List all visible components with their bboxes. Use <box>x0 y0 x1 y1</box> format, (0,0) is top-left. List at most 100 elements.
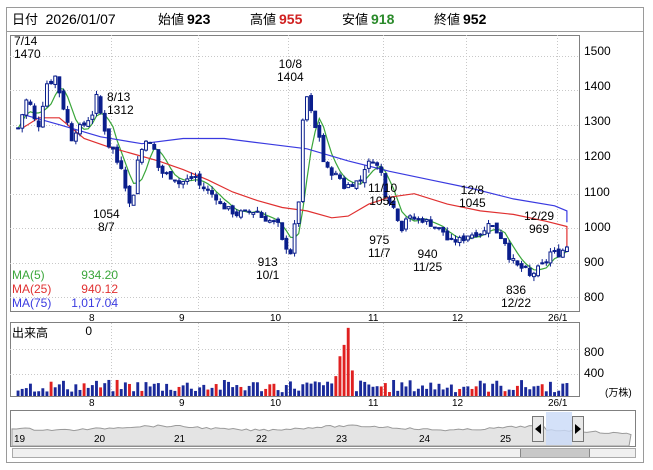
candle-down <box>556 248 561 258</box>
volume-bar <box>437 383 441 396</box>
navigator-tick-label: 24 <box>419 434 431 445</box>
candle-down <box>498 232 503 240</box>
volume-bar <box>425 388 429 396</box>
candle-up <box>24 99 29 116</box>
candle-down <box>527 267 532 276</box>
close-value: 952 <box>463 11 487 27</box>
candle-up <box>86 120 91 127</box>
volume-x-tick-label: 26/1 <box>548 398 568 409</box>
volume-bar <box>511 389 515 396</box>
volume-bar <box>132 391 136 396</box>
date-label: 日付 <box>12 12 39 27</box>
candle-down <box>49 80 54 85</box>
volume-bar <box>243 390 247 396</box>
volume-bar <box>388 392 391 396</box>
legend-ma25: MA(25) 940.12 <box>12 282 118 296</box>
y-tick-label: 1200 <box>584 149 611 163</box>
candle-up <box>185 178 190 182</box>
volume-bar <box>433 389 437 396</box>
candle-up <box>437 227 441 230</box>
volume-bar <box>408 380 412 396</box>
volume-bar <box>189 388 193 396</box>
arrow-right-icon <box>575 424 581 434</box>
navigator-right-handle[interactable] <box>572 416 584 442</box>
volume-tick-label: 800 <box>584 345 605 359</box>
candle-down <box>391 200 396 208</box>
candle-up <box>238 210 243 218</box>
volume-bar <box>115 379 119 396</box>
volume-bar <box>317 382 321 396</box>
close-field: 終値 952 <box>434 9 486 28</box>
volume-bar <box>20 388 24 396</box>
volume-bar <box>111 391 115 396</box>
navigator-tick-label: 22 <box>256 434 268 445</box>
volume-bar <box>346 327 350 396</box>
candle-up <box>251 211 256 215</box>
candle-up <box>226 206 231 210</box>
navigator-left-handle[interactable] <box>532 416 544 442</box>
candle-down <box>82 122 87 126</box>
candle-down <box>395 208 400 221</box>
volume-bar <box>235 385 239 396</box>
volume-bar <box>16 390 20 396</box>
volume-bar <box>95 380 98 396</box>
volume-bar <box>515 385 519 396</box>
candle-down <box>350 184 355 187</box>
navigator-scroll-thumb[interactable] <box>520 449 590 457</box>
candle-down <box>172 179 177 182</box>
volume-bar <box>280 392 284 396</box>
volume-bar <box>557 390 561 396</box>
candle-down <box>379 166 384 173</box>
volume-bar <box>520 380 523 396</box>
candle-down <box>474 232 479 237</box>
volume-bar <box>507 389 511 396</box>
volume-bar <box>169 389 173 396</box>
volume-bar <box>128 383 131 396</box>
candle-up <box>20 114 25 129</box>
annotation-value: 1045 <box>459 196 486 210</box>
volume-bar <box>478 380 482 396</box>
candle-down <box>412 216 417 220</box>
candle-down <box>544 261 549 264</box>
candle-down <box>214 194 219 201</box>
volume-bar <box>239 386 243 396</box>
volume-bar <box>210 387 214 396</box>
candle-down <box>168 171 173 180</box>
candle-down <box>106 128 111 148</box>
annotation-value: 969 <box>529 222 550 236</box>
candle-down <box>28 101 33 105</box>
annotation-8-13: 8/13 1312 <box>107 91 134 117</box>
candle-down <box>317 124 322 138</box>
candle-up <box>139 148 144 163</box>
candle-up <box>304 96 309 121</box>
volume-bar <box>202 384 206 396</box>
volume-x-tick-label: 9 <box>179 398 185 409</box>
volume-bar <box>363 381 367 396</box>
volume-bar <box>326 381 330 396</box>
candle-down <box>494 222 499 234</box>
navigator-tick-label: 25 <box>500 434 512 445</box>
x-tick-label: 10 <box>270 313 282 324</box>
volume-bar <box>565 383 569 396</box>
annotation-12-29: 12/29 969 <box>524 210 554 236</box>
navigator-scrollbar[interactable] <box>12 448 636 458</box>
volume-bar <box>123 382 127 396</box>
volume-bar <box>553 392 557 396</box>
candle-down <box>102 112 107 132</box>
annotation-value: 1054 <box>93 207 120 221</box>
candle-down <box>152 143 157 150</box>
legend-ma75-name: MA(75) <box>12 296 52 310</box>
volume-bar <box>272 383 276 396</box>
volume-bar <box>62 380 65 396</box>
candle-down <box>519 263 524 269</box>
volume-bar <box>156 383 160 396</box>
x-tick-label: 26/1 <box>548 313 568 324</box>
candle-down <box>111 146 115 150</box>
candle-down <box>197 173 202 186</box>
candle-down <box>115 146 120 163</box>
candle-down <box>420 218 425 223</box>
volume-bar <box>173 390 177 396</box>
volume-bar <box>231 387 235 396</box>
volume-bar <box>342 344 346 396</box>
volume-bar <box>404 386 408 396</box>
